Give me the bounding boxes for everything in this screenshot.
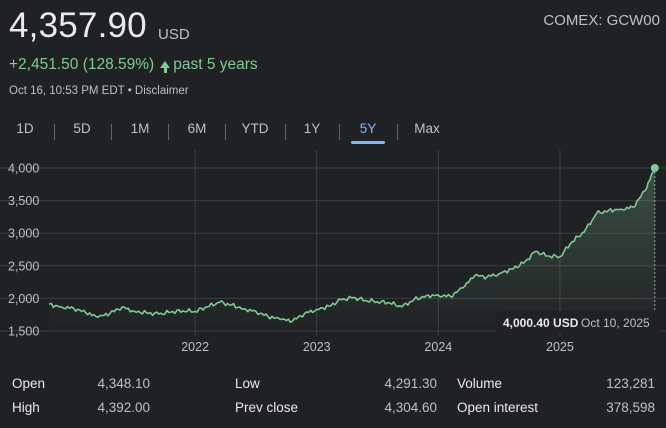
stat-value-volume: 123,281 xyxy=(606,376,655,391)
x-tick-label: 2024 xyxy=(424,340,452,354)
tab-divider xyxy=(54,124,55,140)
stat-value-open-interest: 378,598 xyxy=(606,400,655,415)
quote-meta: Oct 16, 10:53 PM EDT • Disclaimer xyxy=(9,85,189,97)
price-chart[interactable]: 1,500 2,000 2,500 3,000 3,500 4,000 2022 2023 20… xyxy=(0,150,666,360)
stat-label-prev-close: Prev close xyxy=(235,400,299,415)
stat-label-high: High xyxy=(12,400,40,415)
stat-label-open: Open xyxy=(12,376,46,391)
price-area-fill xyxy=(49,168,655,331)
tab-divider xyxy=(397,124,398,140)
y-tick-label: 3,500 xyxy=(8,194,39,208)
tab-ytd[interactable]: YTD xyxy=(241,121,269,136)
stat-value-prev-close: 4,304.60 xyxy=(384,400,437,415)
change-period: past 5 years xyxy=(173,56,258,73)
tooltip-value: 4,000.40 USD xyxy=(503,316,579,330)
tab-divider xyxy=(111,124,112,140)
stat-value-open: 4,348.10 xyxy=(97,376,150,391)
stat-label-open-interest: Open interest xyxy=(457,400,539,415)
range-tabs: 1D 5D 1M 6M YTD 1Y 5Y Max xyxy=(0,116,470,146)
price-value: 4,357.90 xyxy=(9,6,147,45)
tab-divider xyxy=(225,124,226,140)
disclaimer-link[interactable]: Disclaimer xyxy=(134,85,189,97)
tab-1m[interactable]: 1M xyxy=(130,121,150,136)
tab-divider xyxy=(285,124,286,140)
stat-label-low: Low xyxy=(235,376,260,391)
y-tick-label: 1,500 xyxy=(8,325,39,339)
x-tick-label: 2022 xyxy=(181,340,209,354)
tab-1d[interactable]: 1D xyxy=(16,121,34,136)
tooltip-box xyxy=(496,311,660,333)
price-line xyxy=(48,167,656,323)
x-tick-label: 2023 xyxy=(303,340,331,354)
ticker-symbol: COMEX: GCW00 xyxy=(543,12,660,29)
meta-separator: • xyxy=(127,85,132,97)
tab-divider xyxy=(339,124,340,140)
y-tick-label: 2,500 xyxy=(8,259,39,273)
arrow-up-icon xyxy=(160,60,171,73)
tab-6m[interactable]: 6M xyxy=(187,121,207,136)
stat-label-volume: Volume xyxy=(457,376,503,391)
stat-value-high: 4,392.00 xyxy=(97,400,150,415)
x-tick-label: 2025 xyxy=(546,340,574,354)
latest-point-marker xyxy=(650,164,659,172)
tab-5d[interactable]: 5D xyxy=(73,121,91,136)
tooltip-date: Oct 10, 2025 xyxy=(581,316,650,330)
currency-label: USD xyxy=(158,26,190,43)
quote-timestamp: Oct 16, 10:53 PM EDT xyxy=(9,85,125,97)
tab-5y[interactable]: 5Y xyxy=(351,116,385,144)
price-change: +2,451.50 (128.59%) past 5 years xyxy=(9,56,258,74)
y-tick-label: 2,000 xyxy=(8,292,39,306)
y-tick-label: 4,000 xyxy=(8,162,39,176)
stat-value-low: 4,291.30 xyxy=(384,376,437,391)
y-tick-label: 3,000 xyxy=(8,227,39,241)
tab-max[interactable]: Max xyxy=(414,121,440,136)
tab-1y[interactable]: 1Y xyxy=(303,121,321,136)
tab-divider xyxy=(168,124,169,140)
change-amount: +2,451.50 (128.59%) xyxy=(9,56,155,73)
